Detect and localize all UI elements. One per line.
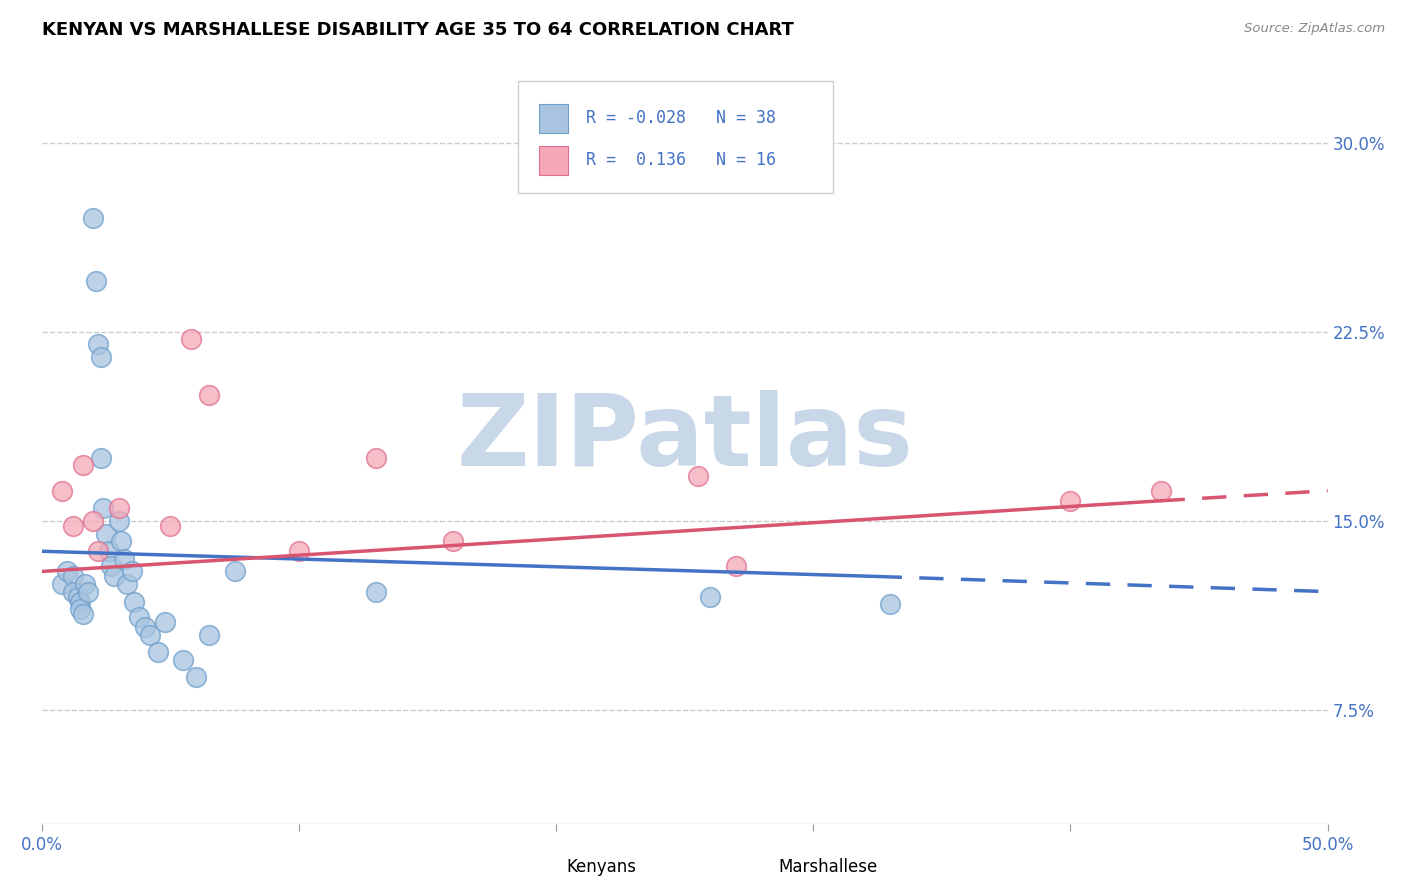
Point — [66, 590, 89, 604]
Point — [879, 597, 901, 611]
Text: R = -0.028   N = 38: R = -0.028 N = 38 — [586, 109, 776, 128]
Point — [100, 559, 122, 574]
Point — [51, 483, 73, 498]
Point — [90, 450, 112, 465]
Point — [441, 534, 464, 549]
Point — [134, 620, 156, 634]
Point — [1149, 483, 1171, 498]
Point — [224, 565, 246, 579]
Text: Kenyans: Kenyans — [567, 858, 637, 876]
Point — [90, 350, 112, 364]
Point — [198, 388, 221, 402]
Point — [69, 602, 91, 616]
Point — [1059, 493, 1081, 508]
Point — [159, 519, 181, 533]
Text: R =  0.136   N = 16: R = 0.136 N = 16 — [586, 152, 776, 169]
FancyBboxPatch shape — [737, 852, 768, 881]
Point — [184, 670, 207, 684]
Point — [139, 627, 162, 641]
Point — [84, 274, 107, 288]
Point — [62, 569, 84, 583]
Point — [75, 577, 97, 591]
Point — [69, 595, 91, 609]
Point — [366, 450, 388, 465]
Point — [62, 519, 84, 533]
Point — [124, 595, 146, 609]
Point — [62, 584, 84, 599]
FancyBboxPatch shape — [540, 145, 568, 175]
Point — [108, 501, 131, 516]
Point — [121, 565, 143, 579]
Point — [72, 458, 94, 473]
Point — [115, 577, 138, 591]
Point — [51, 577, 73, 591]
Point — [72, 607, 94, 622]
Point — [108, 514, 131, 528]
Text: KENYAN VS MARSHALLESE DISABILITY AGE 35 TO 64 CORRELATION CHART: KENYAN VS MARSHALLESE DISABILITY AGE 35 … — [42, 21, 793, 39]
Point — [112, 551, 135, 566]
Point — [686, 468, 709, 483]
FancyBboxPatch shape — [517, 81, 832, 193]
Point — [103, 569, 125, 583]
FancyBboxPatch shape — [540, 103, 568, 133]
FancyBboxPatch shape — [524, 852, 557, 881]
Point — [82, 514, 104, 528]
Text: Source: ZipAtlas.com: Source: ZipAtlas.com — [1244, 22, 1385, 36]
Point — [82, 211, 104, 226]
Point — [87, 544, 110, 558]
Point — [87, 337, 110, 351]
Text: ZIPatlas: ZIPatlas — [457, 391, 912, 488]
Point — [93, 501, 115, 516]
Text: Marshallese: Marshallese — [779, 858, 877, 876]
Point — [699, 590, 721, 604]
Point — [146, 645, 169, 659]
Point — [288, 544, 311, 558]
Point — [94, 526, 117, 541]
Point — [110, 534, 132, 549]
Point — [366, 584, 388, 599]
Point — [172, 653, 194, 667]
Point — [77, 584, 100, 599]
Point — [56, 565, 79, 579]
Point — [155, 615, 177, 629]
Point — [725, 559, 748, 574]
Point — [128, 610, 150, 624]
Point — [180, 332, 202, 346]
Point — [198, 627, 221, 641]
Point — [97, 544, 120, 558]
